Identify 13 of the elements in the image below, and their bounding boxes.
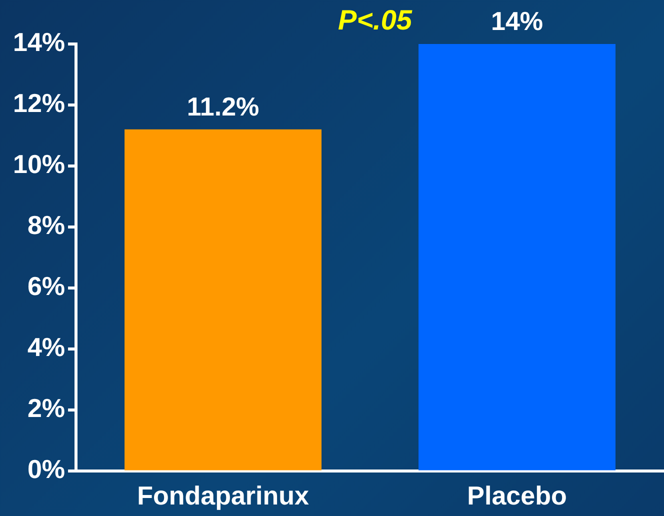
y-tick-label: 6% [27,271,66,302]
y-tick-label: 12% [12,88,66,118]
y-tick-label: 14% [12,27,66,58]
y-tick-label: 10% [12,149,66,180]
data-label: 11.2% [186,92,260,122]
y-tick-label: 4% [27,332,66,362]
text: P<.05 [338,4,412,36]
y-tick-label: 0% [27,454,66,484]
y-tick-label: 2% [27,393,66,423]
x-tick-label: Fondaparinux [137,480,310,511]
x-tick-label: Placebo [467,480,567,511]
data-label: 14% [490,6,544,36]
y-tick-label: 8% [27,210,66,240]
